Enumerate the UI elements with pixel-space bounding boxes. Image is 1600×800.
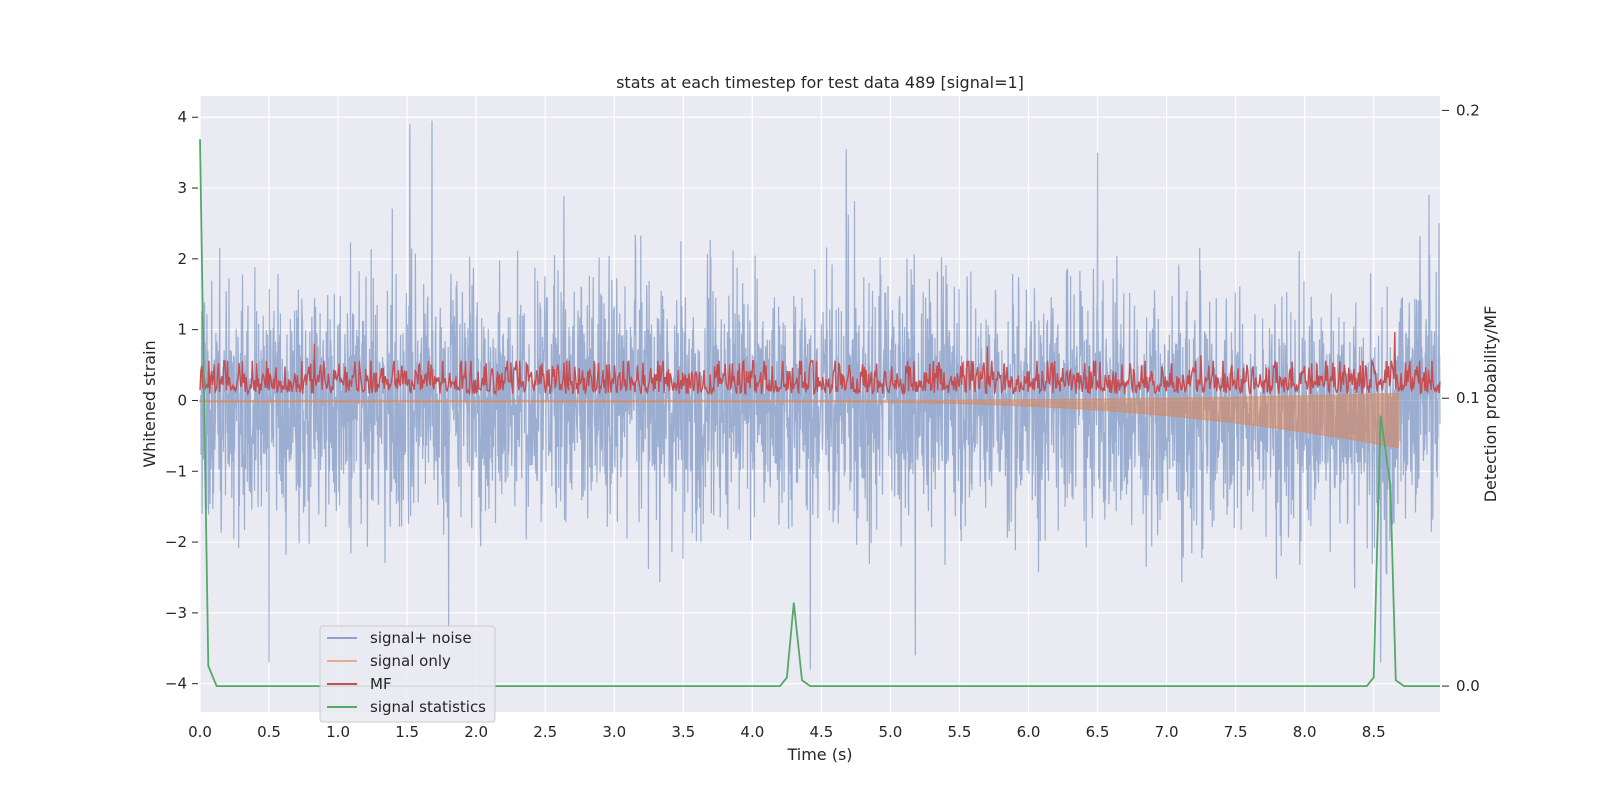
y-tick-label: −2 (165, 533, 187, 551)
y-tick-label: −3 (165, 604, 187, 622)
x-tick-label: 3.5 (671, 723, 695, 741)
y-right-tick-label: 0.2 (1456, 101, 1480, 119)
y-tick-label: 0 (177, 391, 187, 409)
y-tick-label: −1 (165, 462, 187, 480)
signal-only-band (199, 392, 1400, 449)
x-tick-label: 0.0 (188, 723, 212, 741)
legend-label-signal-plus-noise: signal+ noise (370, 629, 472, 647)
legend: signal+ noise signal only MF signal stat… (319, 625, 496, 723)
legend-label-mf: MF (370, 675, 392, 693)
y-right-tick-label: 0.1 (1456, 389, 1480, 407)
x-tick-label: 8.0 (1293, 723, 1317, 741)
y-tick-label: 4 (177, 108, 187, 126)
y-axis-right-label: Detection probability/MF (1481, 306, 1500, 503)
y-tick-label: 2 (177, 250, 187, 268)
legend-box (319, 625, 496, 723)
series-mf (199, 331, 1441, 397)
signal-plus-noise-line (199, 120, 1441, 670)
series-signal-only (199, 392, 1400, 449)
x-tick-label: 1.5 (395, 723, 419, 741)
x-tick-label: 6.5 (1086, 723, 1110, 741)
chart-title: stats at each timestep for test data 489… (616, 73, 1024, 92)
y-axis-label: Whitened strain (140, 340, 159, 467)
axis-ticks: 0.0 0.5 1.0 1.5 2.0 2.5 3.0 3.5 4.0 4.5 5.0 5.5 6.0 6… (165, 101, 1480, 741)
x-tick-label: 4.0 (740, 723, 764, 741)
x-tick-label: 6.0 (1017, 723, 1041, 741)
y-tick-label: 1 (177, 321, 187, 339)
x-tick-label: 7.5 (1224, 723, 1248, 741)
legend-label-signal-only: signal only (370, 652, 451, 670)
x-tick-label: 2.0 (464, 723, 488, 741)
x-tick-label: 8.5 (1362, 723, 1386, 741)
legend-label-signal-statistics: signal statistics (370, 698, 486, 716)
x-tick-label: 3.0 (602, 723, 626, 741)
x-tick-label: 0.5 (257, 723, 281, 741)
x-tick-label: 2.5 (533, 723, 557, 741)
mf-line (199, 331, 1441, 397)
x-tick-label: 7.0 (1155, 723, 1179, 741)
y-tick-label: −4 (165, 675, 187, 693)
x-tick-label: 4.5 (809, 723, 833, 741)
x-tick-label: 5.5 (948, 723, 972, 741)
x-tick-label: 5.0 (878, 723, 902, 741)
y-tick-label: 3 (177, 179, 187, 197)
x-tick-label: 1.0 (326, 723, 350, 741)
series-signal-plus-noise (199, 120, 1441, 670)
y-right-tick-label: 0.0 (1456, 677, 1480, 695)
x-axis-label: Time (s) (786, 745, 852, 764)
